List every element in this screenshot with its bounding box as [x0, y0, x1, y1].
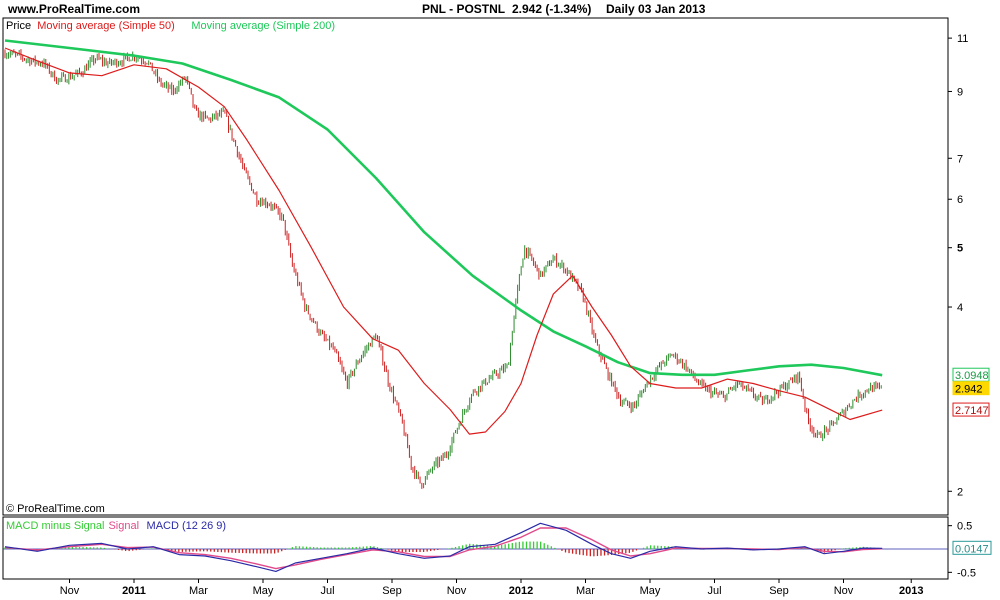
x-tick-label: Sep	[382, 585, 402, 597]
price-y-axis: 11 9 7 6 5 4 2 3.0948 2.942 2.7147	[948, 33, 990, 498]
x-tick-label: Nov	[60, 585, 80, 597]
x-tick-label: May	[253, 585, 274, 597]
ticker-name: PNL - POSTNL	[422, 2, 505, 16]
macd-y-tick-label: -0.5	[957, 567, 976, 579]
macd-value-tag-label: 0.0147	[955, 543, 989, 555]
price-plot	[4, 39, 883, 489]
macd-y-tick-label: 0.5	[957, 521, 972, 533]
price-y-tick-label: 4	[957, 302, 963, 314]
macd-legend-entry: Signal	[108, 520, 139, 532]
price-legend-entry: Moving average (Simple 50)	[37, 20, 175, 32]
price-value-tag-label: 3.0948	[955, 370, 989, 382]
price-panel	[2, 17, 949, 516]
ma200-line	[4, 39, 883, 377]
macd-legend: MACD minus Signal Signal MACD (12 26 9)	[6, 520, 226, 532]
signal-line	[4, 527, 883, 570]
x-tick-label: Mar	[189, 585, 208, 597]
price-y-tick-label: 5	[957, 243, 963, 255]
x-tick-label: Jul	[707, 585, 721, 597]
period-date: Daily 03 Jan 2013	[606, 2, 706, 16]
x-tick-label: May	[640, 585, 661, 597]
time-x-axis: Nov 2011 Mar May Jul Sep Nov 2012 Mar May Jul Sep No…	[60, 579, 923, 597]
macd-y-axis: 0.5 -0.5 0.0147	[948, 521, 992, 579]
site-title: www.ProRealTime.com	[7, 2, 140, 16]
x-tick-label: 2012	[509, 585, 533, 597]
price-y-tick-label: 11	[957, 33, 968, 45]
macd-line	[4, 522, 883, 573]
macd-value-tag	[952, 540, 992, 555]
macd-legend-entry: MACD (12 26 9)	[147, 520, 226, 532]
price-value-tag-label: 2.942	[955, 384, 983, 396]
macd-plot	[3, 522, 948, 573]
price-legend: Price Moving average (Simple 50) Moving av…	[6, 20, 335, 32]
x-tick-label: 2013	[899, 585, 923, 597]
price-value-tag-label: 2.7147	[955, 405, 989, 417]
x-tick-label: Sep	[769, 585, 789, 597]
price-y-tick-label: 2	[957, 486, 963, 498]
x-tick-label: Nov	[834, 585, 854, 597]
price-y-tick-label: 6	[957, 194, 963, 206]
x-tick-label: 2011	[122, 585, 146, 597]
watermark: © ProRealTime.com	[6, 503, 105, 515]
price-y-tick-label: 9	[957, 86, 963, 98]
price-y-tick-label: 7	[957, 153, 963, 165]
price-legend-entry: Price	[6, 20, 31, 32]
x-tick-label: Mar	[576, 585, 595, 597]
price-value-tag	[952, 381, 990, 396]
x-tick-label: Jul	[320, 585, 334, 597]
price-legend-entry: Moving average (Simple 200)	[191, 20, 335, 32]
last-quote: 2.942 (-1.34%)	[512, 2, 591, 16]
macd-legend-entry: MACD minus Signal	[6, 520, 104, 532]
x-tick-label: Nov	[447, 585, 467, 597]
price-value-tag	[952, 402, 990, 417]
header-bar	[0, 0, 1000, 17]
ma50-line	[4, 47, 883, 435]
